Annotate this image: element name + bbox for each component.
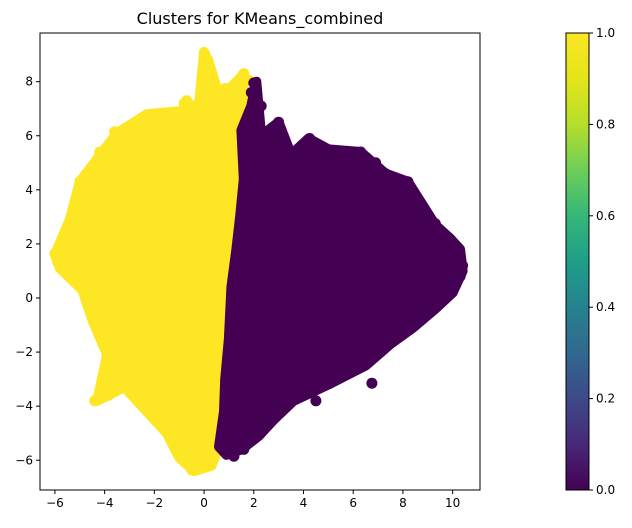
y-tick-label: −2 — [15, 345, 33, 359]
cluster-0-point-5 — [253, 124, 265, 136]
cluster-0-point-14 — [457, 260, 469, 272]
cluster-1-point-16 — [102, 389, 114, 401]
y-tick-label: 0 — [25, 291, 33, 305]
colorbar-tick-label: 0.6 — [596, 209, 615, 223]
plot-area — [49, 46, 469, 477]
cluster-0-point-13 — [449, 245, 461, 257]
colorbar-tick-label: 0.0 — [596, 483, 615, 497]
x-tick-label: 2 — [250, 496, 258, 510]
cluster-1-point-14 — [51, 256, 63, 267]
cluster-0-point-12 — [429, 218, 441, 230]
plot-frame — [39, 32, 481, 491]
cluster-1-point-12 — [64, 215, 76, 227]
x-tick-label: 0 — [200, 496, 208, 510]
y-tick-label: 4 — [25, 183, 33, 197]
cluster-0-point-18 — [228, 450, 240, 462]
cluster-0-point-0 — [248, 77, 260, 89]
cluster-0-point-9 — [370, 157, 382, 169]
cluster-0-point-6 — [304, 133, 316, 144]
colorbar-frame — [565, 32, 590, 491]
cluster-0-point-4 — [273, 116, 285, 128]
cluster-0-point-16 — [366, 377, 378, 389]
cluster-0-point-1 — [245, 87, 257, 98]
x-tick-label: −6 — [46, 496, 64, 510]
colorbar-tick-label: 0.8 — [596, 117, 615, 131]
cluster-points-layer — [49, 46, 469, 477]
y-tick-label: −4 — [15, 399, 33, 413]
y-tick-label: −6 — [15, 453, 33, 467]
cluster-1-point-1 — [202, 54, 214, 66]
x-tick-label: −2 — [145, 496, 163, 510]
cluster-1-point-18 — [193, 462, 205, 474]
cluster-0-point-2 — [255, 100, 267, 112]
y-tick-label: 6 — [25, 129, 33, 143]
cluster-1-point-6 — [224, 85, 236, 97]
y-tick-label: 2 — [25, 237, 33, 251]
cluster-0-point-3 — [247, 97, 258, 109]
cluster-1-point-11 — [74, 176, 86, 188]
x-tick-label: 6 — [349, 496, 357, 510]
y-axis: −6 −4 −2 0 2 4 6 8 — [15, 75, 40, 467]
colorbar-ticks: 0.0 0.2 0.4 0.6 0.8 1.0 — [589, 26, 615, 497]
cluster-1-point-9 — [109, 126, 121, 138]
cluster-1-point-8 — [178, 97, 190, 109]
colorbar: 0.0 0.2 0.4 0.6 0.8 1.0 — [565, 26, 615, 497]
cluster-1-point-2 — [201, 62, 213, 74]
y-tick-label: 8 — [25, 75, 33, 89]
x-axis: −6 −4 −2 0 2 4 6 8 10 — [46, 490, 460, 510]
chart-title: Clusters for KMeans_combined — [137, 9, 384, 29]
cluster-1-point-10 — [94, 146, 106, 158]
cluster-0-point-17 — [310, 395, 322, 407]
colorbar-gradient — [566, 33, 589, 490]
cluster-0-point-11 — [402, 176, 414, 188]
x-tick-label: 10 — [445, 496, 460, 510]
colorbar-tick-label: 0.4 — [596, 300, 615, 314]
x-tick-label: −4 — [96, 496, 114, 510]
cluster-0-point-8 — [355, 146, 367, 158]
cluster-0-point-10 — [380, 168, 391, 180]
cluster-0-point-15 — [454, 270, 466, 282]
x-tick-label: 4 — [300, 496, 308, 510]
cluster-1-point-15 — [89, 395, 101, 407]
cluster-0-point-19 — [238, 443, 250, 455]
x-tick-label: 8 — [399, 496, 407, 510]
cluster-0-point-7 — [281, 141, 293, 153]
colorbar-tick-label: 1.0 — [596, 26, 615, 40]
colorbar-tick-label: 0.2 — [596, 392, 615, 406]
